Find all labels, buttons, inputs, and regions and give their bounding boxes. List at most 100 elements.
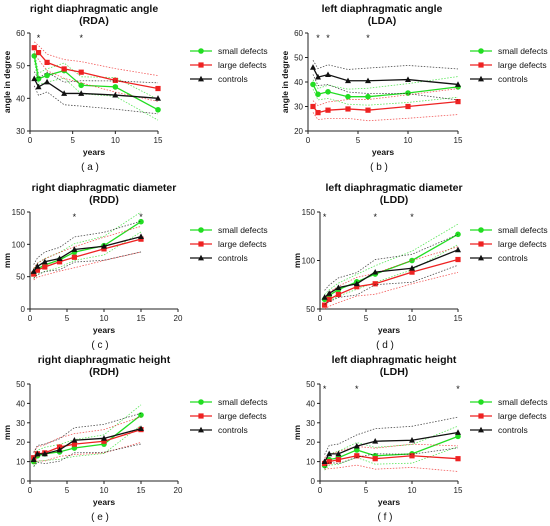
- chart-panel-b: left diaphragmatic angle(LDA) 20 30 40 50 60 0…: [280, 3, 548, 173]
- large-defects-line: [324, 455, 459, 465]
- small-defects-point: [78, 82, 84, 89]
- y-axis-label: angle in degree: [280, 51, 290, 114]
- large-defects-point: [455, 456, 461, 462]
- x-axis-label: years: [378, 497, 400, 507]
- controls-point: [44, 78, 51, 85]
- large-defects-point: [322, 302, 328, 308]
- large-defects-upper-bound: [312, 88, 459, 107]
- controls-lower-bound: [33, 443, 142, 467]
- large-defects-point: [326, 296, 332, 302]
- small-defects-point: [155, 106, 161, 113]
- controls-point: [41, 258, 48, 265]
- x-axis-label: years: [93, 497, 115, 507]
- large-defects-legend-marker: [478, 413, 484, 419]
- significance-marker: *: [323, 212, 327, 222]
- x-tick-label: 20: [174, 314, 183, 323]
- controls-point: [101, 435, 107, 441]
- x-tick-label: 0: [28, 136, 33, 145]
- controls-point: [34, 263, 41, 269]
- large-defects-point: [315, 110, 321, 116]
- large-defects-point: [372, 456, 378, 462]
- small-defects-point: [31, 53, 38, 59]
- legend-label-large-defects: large defects: [498, 239, 547, 249]
- y-tick-label: 40: [16, 399, 25, 408]
- controls-point: [61, 90, 68, 96]
- y-tick-label: 20: [294, 127, 303, 136]
- controls-point: [30, 456, 37, 463]
- large-defects-point: [34, 267, 40, 273]
- large-defects-point: [405, 103, 411, 110]
- controls-point: [405, 76, 411, 82]
- large-defects-point: [71, 254, 77, 260]
- legend-label-controls: controls: [498, 425, 528, 435]
- large-defects-point: [354, 284, 360, 290]
- controls-lower-bound: [312, 74, 459, 101]
- significance-marker: *: [355, 384, 359, 394]
- small-defects-point: [455, 231, 461, 238]
- small-defects-legend-marker: [478, 399, 484, 405]
- controls-point: [455, 429, 461, 435]
- y-tick-label: 40: [294, 78, 303, 87]
- chart-subtitle: (LDH): [380, 366, 409, 378]
- controls-point: [353, 442, 360, 449]
- y-tick-label: 30: [16, 419, 25, 428]
- chart-title: left diaphragmatic height: [332, 354, 457, 366]
- x-tick-label: 5: [70, 136, 75, 145]
- controls-point: [372, 268, 379, 275]
- chart-panel-d: left diaphragmatic diameter(LDD)50100150…: [292, 182, 548, 351]
- legend-label-controls: controls: [498, 253, 528, 263]
- y-axis-label: mm: [292, 425, 302, 441]
- x-tick-label: 15: [454, 136, 463, 145]
- y-axis-label: mm: [2, 425, 12, 441]
- small-defects-point: [455, 433, 461, 440]
- controls-point: [71, 437, 78, 443]
- large-defects-legend-marker: [478, 241, 484, 247]
- x-axis-label: years: [93, 325, 115, 335]
- x-tick-label: 0: [318, 486, 323, 495]
- large-defects-lower-bound: [33, 442, 142, 464]
- legend-label-controls: controls: [498, 74, 528, 84]
- large-defects-point: [112, 77, 118, 83]
- x-tick-label: 10: [100, 486, 109, 495]
- chart-panel-f: left diaphragmatic height(LDH) 0 10 20 30 40 5…: [292, 354, 548, 523]
- large-defects-lower-bound: [324, 464, 459, 472]
- controls-legend-marker: [198, 426, 204, 433]
- large-defects-point: [61, 66, 67, 72]
- legend-label-small-defects: small defects: [218, 397, 268, 407]
- small-defects-point: [354, 447, 360, 453]
- small-defects-line: [33, 414, 142, 462]
- small-defects-legend-marker: [478, 48, 484, 54]
- small-defects-lower-bound: [312, 88, 459, 106]
- large-defects-upper-bound: [33, 416, 142, 453]
- y-tick-label: 0: [21, 477, 26, 486]
- large-defects-point: [455, 256, 461, 263]
- y-tick-label: 20: [306, 438, 315, 447]
- y-tick-label: 50: [306, 380, 315, 389]
- large-defects-lower-bound: [33, 251, 142, 281]
- chart-subtitle: (RDD): [89, 194, 119, 206]
- panel-caption: ( e ): [91, 512, 109, 523]
- controls-point: [31, 75, 38, 82]
- controls-point: [326, 450, 333, 457]
- x-tick-label: 10: [408, 486, 417, 495]
- x-tick-label: 20: [174, 486, 183, 495]
- large-defects-point: [101, 438, 107, 444]
- controls-lower-bound: [324, 447, 459, 469]
- controls-point: [365, 77, 371, 84]
- large-defects-point: [409, 453, 415, 459]
- controls-point: [112, 91, 119, 98]
- controls-upper-bound: [312, 60, 459, 70]
- large-defects-line: [312, 100, 459, 114]
- controls-lower-bound: [33, 251, 142, 279]
- significance-marker: *: [316, 33, 320, 43]
- small-defects-lower-bound: [324, 244, 459, 305]
- large-defects-line: [33, 47, 159, 90]
- x-tick-label: 15: [454, 314, 463, 323]
- panel-caption: ( b ): [370, 162, 388, 173]
- legend-label-small-defects: small defects: [498, 46, 548, 56]
- x-tick-label: 5: [356, 136, 361, 145]
- x-tick-label: 5: [65, 486, 70, 495]
- controls-point: [155, 95, 161, 101]
- y-tick-label: 30: [306, 419, 315, 428]
